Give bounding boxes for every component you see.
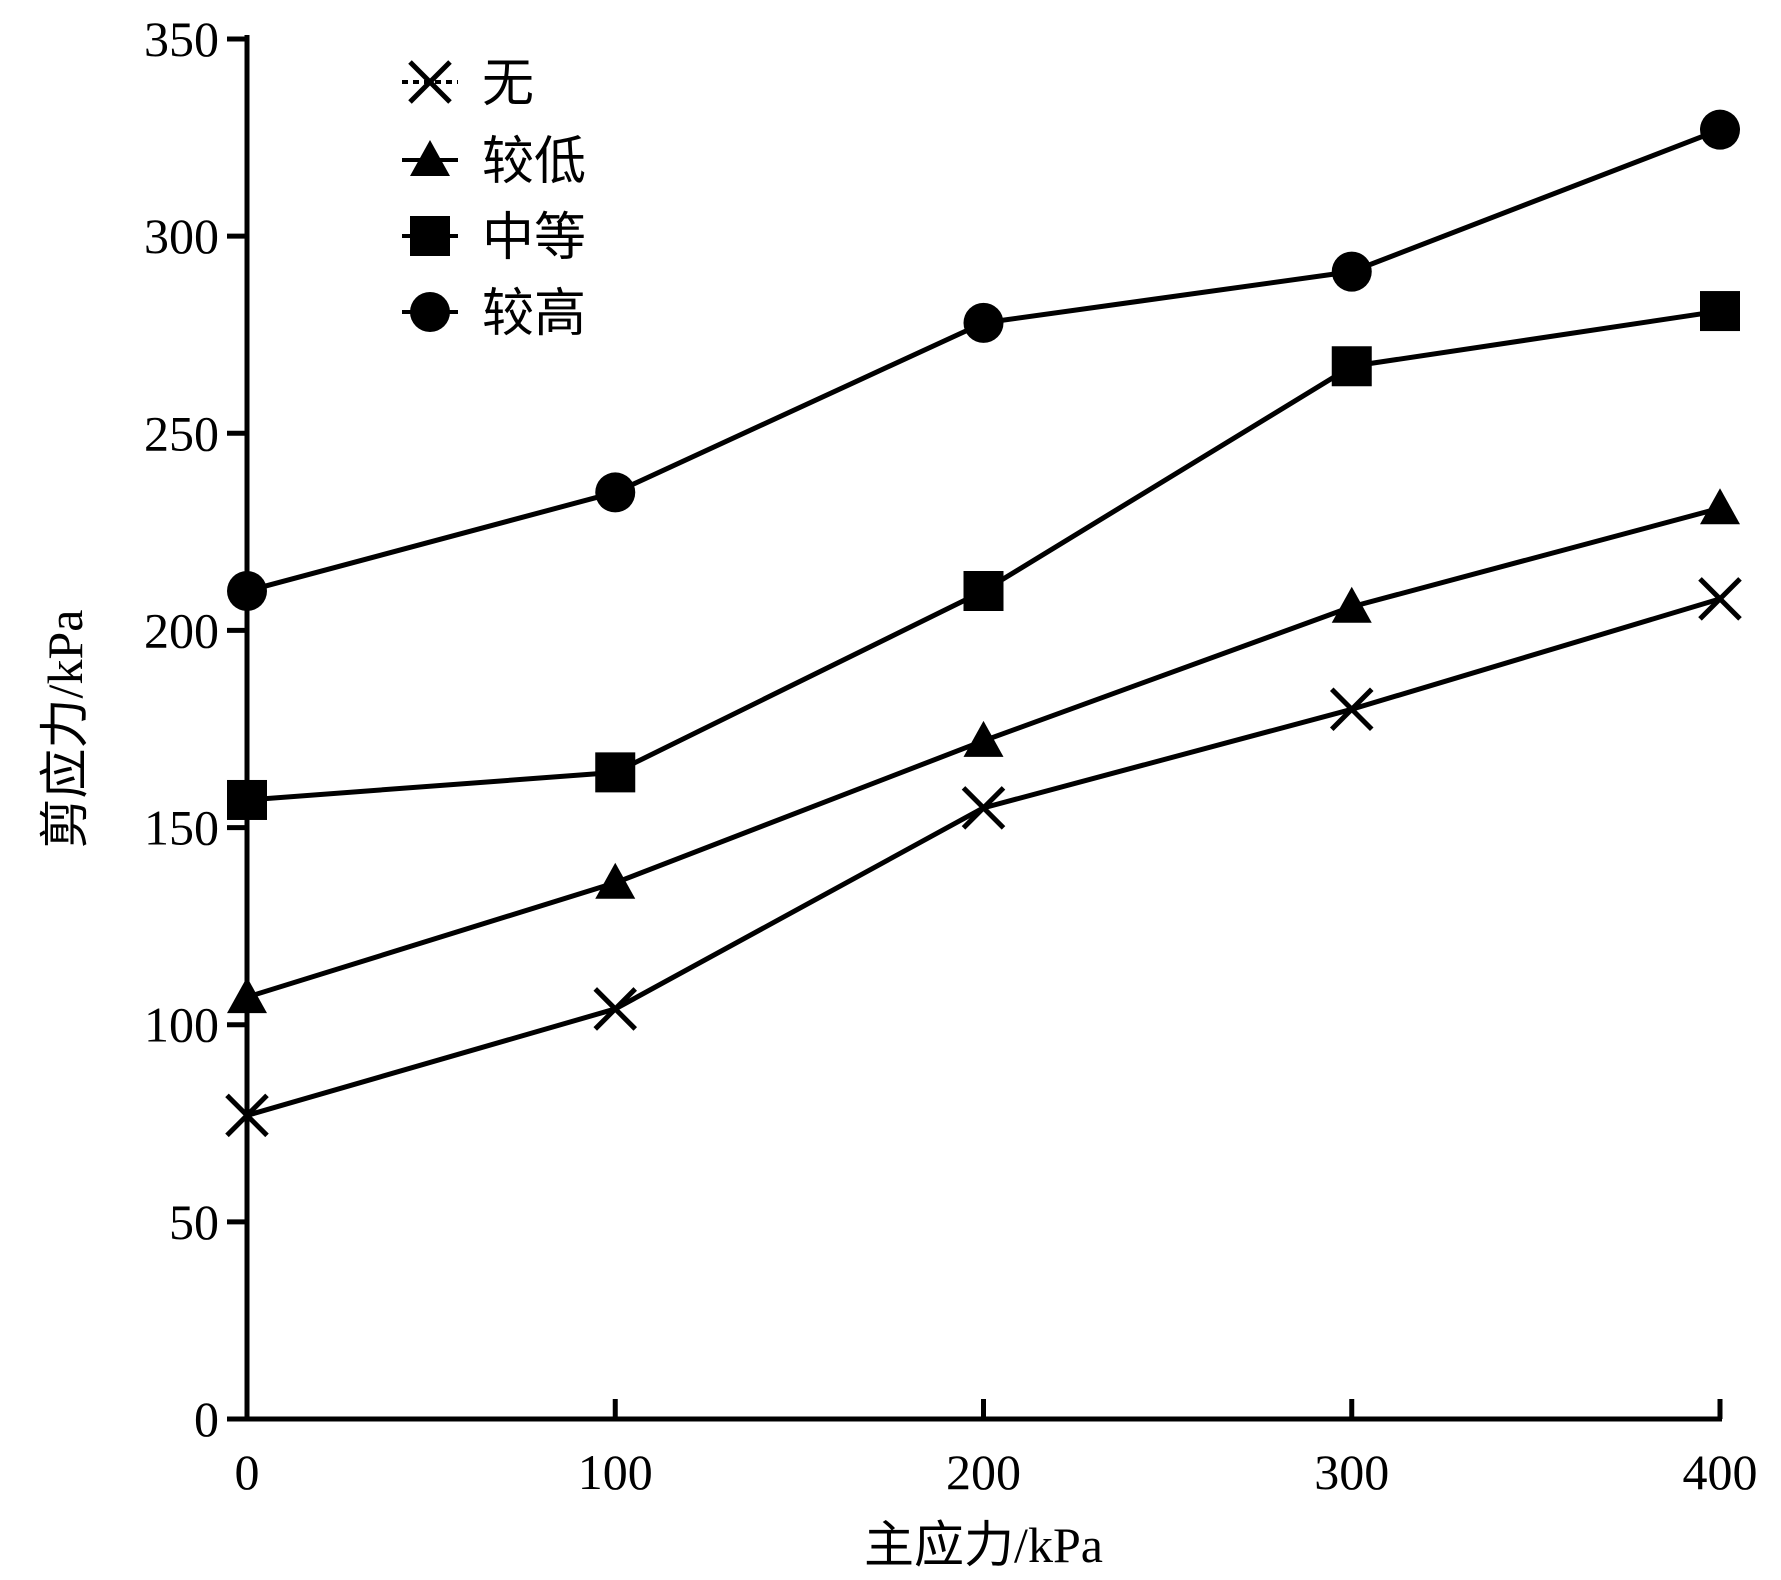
- x-tick-label: 100: [578, 1444, 653, 1500]
- x-tick-label: 0: [235, 1444, 260, 1500]
- legend-label: 较低: [482, 132, 586, 192]
- legend-label: 较高: [482, 284, 586, 344]
- data-point-x: [1329, 687, 1374, 732]
- data-point-circle: [595, 472, 636, 513]
- series-4: [227, 109, 1740, 611]
- data-point-x: [961, 786, 1006, 830]
- series-1: [225, 577, 1742, 1138]
- legend-item: 较低: [402, 132, 586, 192]
- data-point-x: [1698, 577, 1742, 621]
- axes: 0 50 100 150 200 250 300 350 0 100 200 300 400: [144, 11, 1758, 1500]
- legend-marker-x: [408, 60, 452, 104]
- data-point-circle: [1331, 251, 1372, 292]
- legend-marker-triangle: [410, 140, 450, 176]
- series-3: [227, 291, 1740, 820]
- data-point-x: [225, 1093, 269, 1138]
- y-tick-label: 350: [144, 11, 219, 67]
- data-point-circle: [227, 571, 267, 611]
- data-point-square: [595, 752, 636, 793]
- data-point-triangle: [227, 977, 267, 1014]
- legend-item: 无: [402, 54, 534, 114]
- data-point-square: [963, 571, 1004, 611]
- y-tick-label: 200: [144, 602, 219, 658]
- data-point-triangle: [963, 720, 1004, 757]
- series-layer: [225, 109, 1742, 1138]
- legend-item: 中等: [402, 208, 586, 268]
- x-tick-label: 200: [946, 1444, 1021, 1500]
- y-tick-label: 0: [194, 1391, 219, 1447]
- series-line: [246, 127, 1721, 594]
- data-point-x-stroke: [1329, 687, 1374, 732]
- legend-label: 无: [482, 54, 534, 114]
- legend-marker-circle: [410, 292, 450, 332]
- data-point-square: [227, 779, 267, 820]
- y-axis-title: 剪应力/kPa: [37, 610, 93, 849]
- data-point-triangle: [1331, 586, 1372, 623]
- data-point-x-stroke: [961, 786, 1006, 830]
- data-point-x-stroke: [593, 987, 638, 1031]
- x-tick-label: 400: [1683, 1444, 1758, 1500]
- data-point-square: [1700, 291, 1740, 332]
- data-point-circle: [963, 302, 1004, 343]
- data-point-x-stroke: [225, 1093, 269, 1138]
- data-point-x-stroke: [1698, 577, 1742, 621]
- data-point-square: [1331, 346, 1372, 387]
- legend-marker-x-stroke: [408, 60, 452, 104]
- legend-item: 较高: [402, 284, 586, 344]
- y-tick-label: 250: [144, 405, 219, 461]
- data-point-triangle: [595, 862, 636, 899]
- y-tick-label: 100: [144, 997, 219, 1053]
- data-point-x: [593, 987, 638, 1031]
- data-point-triangle: [1700, 488, 1740, 525]
- y-tick-label: 50: [169, 1194, 219, 1250]
- series-line: [246, 596, 1721, 1118]
- data-point-circle: [1700, 109, 1740, 150]
- legend-marker-square: [410, 216, 450, 256]
- y-tick-label: 150: [144, 800, 219, 856]
- y-tick-label: 300: [144, 208, 219, 264]
- series-2: [227, 488, 1740, 1014]
- x-axis-title: 主应力/kPa: [864, 1517, 1103, 1573]
- x-tick-label: 300: [1314, 1444, 1389, 1500]
- legend-label: 中等: [482, 208, 586, 268]
